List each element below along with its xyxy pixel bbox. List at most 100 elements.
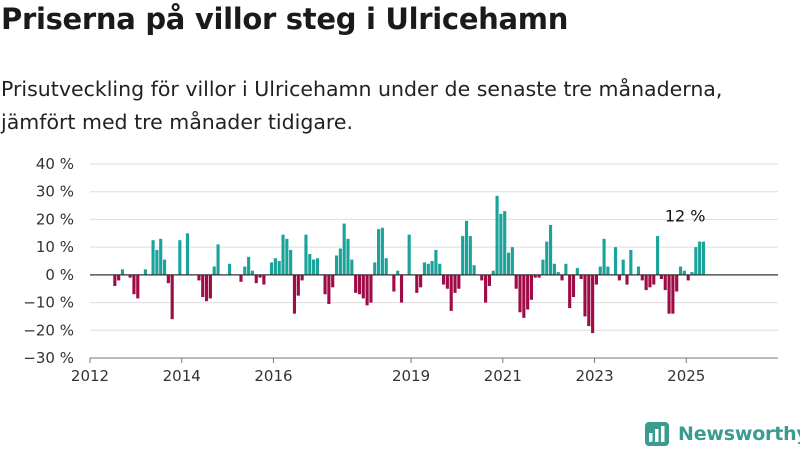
bar-positive <box>227 263 232 275</box>
bar-negative <box>258 274 262 278</box>
bar-negative <box>686 274 690 281</box>
bar-positive <box>380 227 384 275</box>
bar-negative <box>331 274 335 288</box>
y-tick-label: 40 % <box>36 155 74 173</box>
bar-positive <box>552 263 556 275</box>
bar-negative <box>132 274 136 295</box>
x-tick-label: 2023 <box>575 367 613 385</box>
bar-negative <box>568 274 572 309</box>
bar-positive <box>698 241 702 275</box>
bar-positive <box>162 259 167 275</box>
bar-positive <box>342 223 346 275</box>
bar-negative <box>652 274 656 285</box>
bar-positive <box>243 266 247 275</box>
y-tick-label: 0 % <box>45 266 74 284</box>
x-tick-label: 2014 <box>163 367 201 385</box>
bar-negative <box>369 274 373 303</box>
bar-positive <box>277 261 281 275</box>
bar-positive <box>495 195 499 275</box>
bar-positive <box>426 263 430 275</box>
last-value-label: 12 % <box>665 207 706 226</box>
bar-positive <box>281 234 285 275</box>
bar-negative <box>208 274 212 299</box>
bar-positive <box>464 220 469 275</box>
bar-positive <box>216 244 220 275</box>
bar-positive <box>461 236 465 275</box>
bar-positive <box>636 266 641 275</box>
bar-positive <box>273 258 277 275</box>
x-tick-label: 2016 <box>254 367 292 385</box>
bar-positive <box>678 266 683 275</box>
y-tick-label: 10 % <box>36 238 74 256</box>
bar-positive <box>694 247 698 275</box>
y-tick-label: 20 % <box>36 210 74 228</box>
bar-negative <box>292 274 297 314</box>
bar-negative <box>419 274 423 288</box>
bar-negative <box>667 274 671 314</box>
bar-negative <box>354 274 358 293</box>
bar-negative <box>487 274 491 286</box>
bar-negative <box>526 274 530 310</box>
bar-negative <box>529 274 534 300</box>
bar-positive <box>621 259 625 275</box>
bar-negative <box>675 274 679 292</box>
bar-negative <box>361 274 365 299</box>
bar-negative <box>671 274 675 314</box>
bar-negative <box>587 274 591 327</box>
bar-positive <box>407 234 411 275</box>
bar-positive <box>346 238 350 275</box>
bar-positive <box>556 272 560 275</box>
bar-negative <box>663 274 667 291</box>
bar-negative <box>457 274 461 289</box>
brand-logo[interactable]: Newsworthy <box>644 419 800 449</box>
bar-negative <box>392 274 396 292</box>
bar-negative <box>484 274 488 303</box>
bar-positive <box>350 259 354 275</box>
bar-positive <box>312 259 316 275</box>
bar-negative <box>514 274 518 289</box>
bar-negative <box>441 274 446 285</box>
bar-positive <box>510 247 514 275</box>
bar-negative <box>327 274 331 304</box>
bar-positive <box>549 224 553 275</box>
bar-negative <box>571 274 576 298</box>
bar-negative <box>644 274 648 291</box>
y-tick-label: −30 % <box>23 349 74 367</box>
bar-negative <box>640 274 644 281</box>
bar-positive <box>506 252 511 275</box>
bar-positive <box>430 261 434 275</box>
bar-negative <box>648 274 652 288</box>
axes: 40 % 30 % 20 % 10 % 0 % −10 % −20 % −30 %2012 20… <box>23 155 778 385</box>
bar-negative <box>170 274 174 320</box>
bar-negative <box>357 274 362 295</box>
bar-positive <box>602 238 606 275</box>
y-tick-label: −20 % <box>23 321 74 339</box>
bar-positive <box>503 211 507 275</box>
bar-negative <box>205 274 209 302</box>
bar-negative <box>262 274 266 285</box>
bar-negative <box>323 274 327 295</box>
bar-positive <box>308 254 312 275</box>
bar-positive <box>613 247 618 275</box>
bar-positive <box>491 270 495 275</box>
bar-negative <box>560 274 564 281</box>
newsworthy-logo-icon <box>645 422 669 446</box>
gridlines <box>90 163 778 359</box>
bar-positive <box>598 266 602 275</box>
bar-negative <box>453 274 457 293</box>
bar-negative <box>117 274 121 281</box>
bar-negative <box>197 274 201 281</box>
bar-negative <box>537 274 541 278</box>
bar-positive <box>250 270 255 275</box>
bar-negative <box>201 274 205 298</box>
bar-positive <box>468 236 472 275</box>
bar-negative <box>136 274 140 299</box>
chart-title: Priserna på villor steg i Ulricehamn <box>1 2 569 36</box>
bar-negative <box>583 274 587 317</box>
brand-name: Newsworthy <box>678 423 800 445</box>
bar-negative <box>128 274 132 278</box>
bar-negative <box>594 274 599 285</box>
bar-negative <box>625 274 629 285</box>
bar-negative <box>166 274 170 284</box>
bar-positive <box>151 240 155 275</box>
